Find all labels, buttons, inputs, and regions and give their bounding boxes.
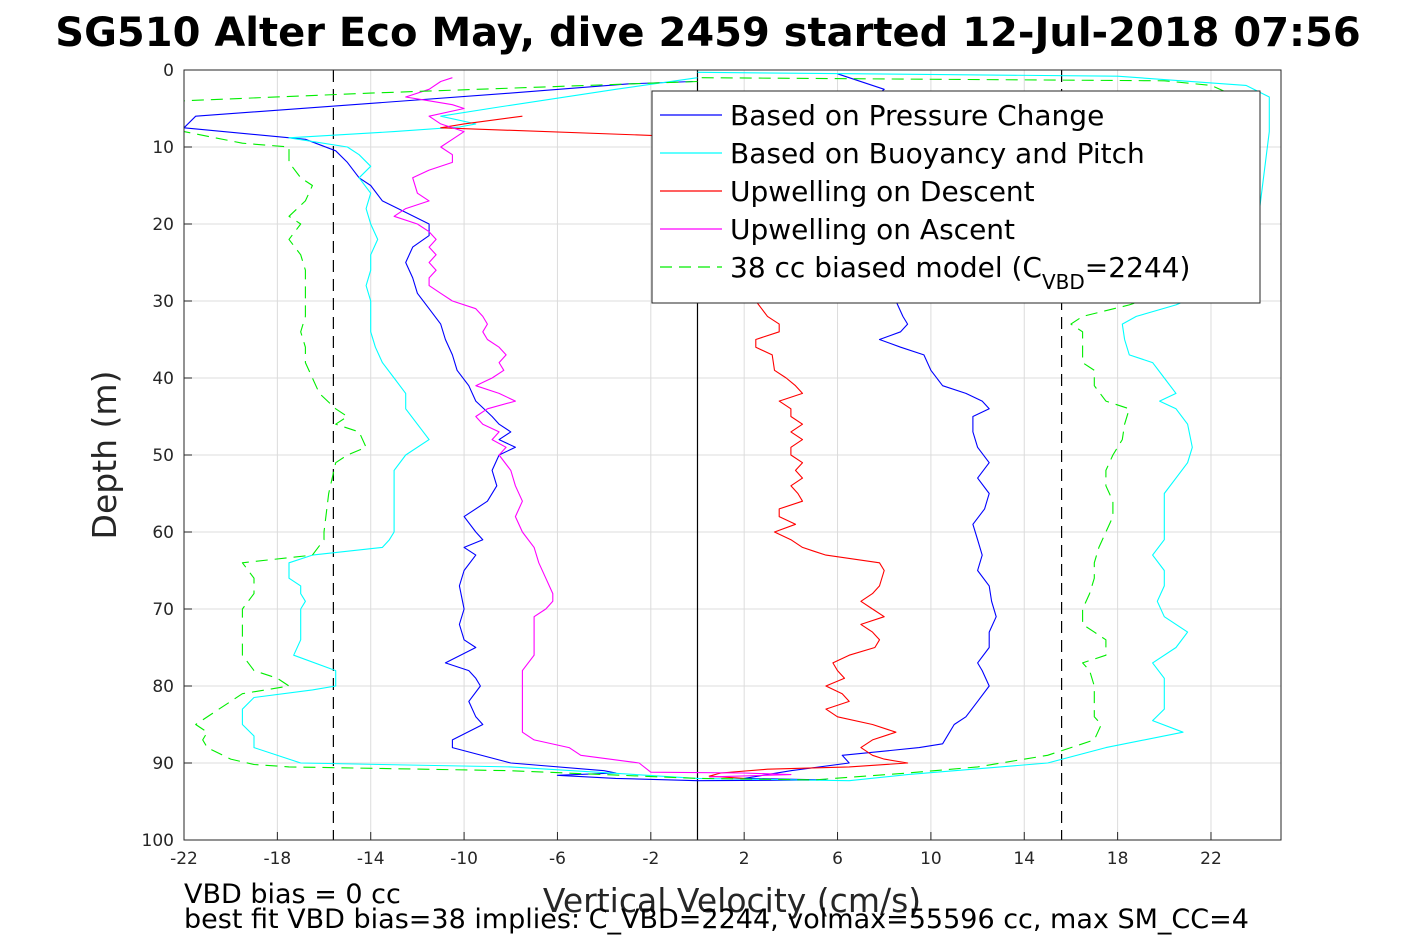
legend-box: [651, 90, 1261, 304]
chart-title: SG510 Alter Eco May, dive 2459 started 1…: [55, 10, 1360, 56]
x-tick-label: 14: [1013, 849, 1035, 869]
x-axis-label: Vertical Velocity (cm/s): [543, 881, 921, 920]
y-tick-label: 10: [152, 138, 174, 158]
legend-label-2: Based on Buoyancy and Pitch: [730, 137, 1145, 170]
series-lines: [184, 71, 1270, 782]
y-tick-label: 70: [152, 600, 174, 620]
y-ticks: 0 10 20 30 40 50 60 70 80 90 100: [142, 61, 192, 851]
legend: Based on Pressure Change Based on Buoyanc…: [651, 90, 1261, 304]
x-tick-label: -22: [170, 849, 198, 869]
y-tick-label: 50: [152, 446, 174, 466]
x-tick-label: -10: [450, 849, 478, 869]
y-tick-label: 100: [142, 831, 174, 851]
series-line-4: [393, 77, 792, 778]
x-tick-label: -14: [357, 849, 385, 869]
y-tick-label: 90: [152, 754, 174, 774]
x-tick-label: 10: [920, 849, 942, 869]
y-tick-label: 80: [152, 677, 174, 697]
series-line-3: [440, 115, 909, 779]
x-tick-label: 18: [1107, 849, 1129, 869]
y-axis-label: Depth (m): [85, 371, 124, 540]
x-tick-label: -18: [263, 849, 291, 869]
x-tick-label: -2: [642, 849, 659, 869]
y-tick-label: 40: [152, 369, 174, 389]
legend-label-1: Based on Pressure Change: [730, 99, 1104, 132]
footer-vbd-bias: VBD bias = 0 cc: [184, 879, 401, 910]
legend-label-3: Upwelling on Descent: [730, 175, 1035, 208]
legend-label-4: Upwelling on Ascent: [730, 213, 1015, 246]
series-line-2: [241, 71, 1270, 782]
x-tick-label: 22: [1200, 849, 1222, 869]
series-line-5: [184, 77, 1247, 781]
y-tick-label: 20: [152, 215, 174, 235]
x-tick-label: -6: [549, 849, 566, 869]
x-tick-label: 6: [832, 849, 843, 869]
footer-best-fit: best fit VBD bias=38 implies: C_VBD=2244…: [184, 904, 1249, 935]
y-tick-label: 0: [163, 61, 174, 81]
y-tick-label: 30: [152, 292, 174, 312]
y-tick-label: 60: [152, 523, 174, 543]
x-ticks: -22 -18 -14 -10 -6 -2 2 6 10 14 18 22: [170, 832, 1222, 869]
series-line-1: [184, 73, 997, 782]
x-tick-label: 2: [739, 849, 750, 869]
